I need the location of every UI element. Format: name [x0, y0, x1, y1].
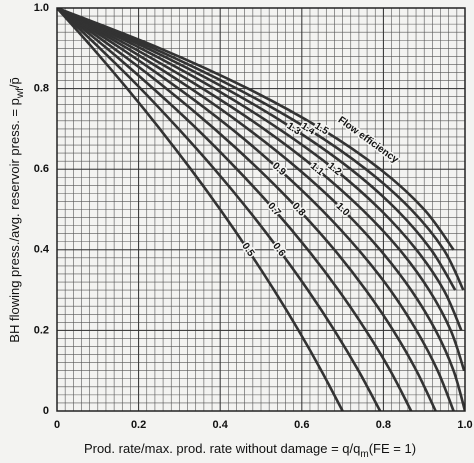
- curve: [57, 8, 455, 251]
- x-axis-title-sub: m: [360, 449, 368, 460]
- plot-frame: [56, 7, 466, 412]
- x-tick-label: 0.2: [131, 419, 146, 431]
- y-axis-title-sub: wf: [15, 88, 26, 99]
- curve: [57, 8, 382, 411]
- curve: [57, 8, 437, 411]
- x-axis-title-tail: (FE = 1): [369, 441, 416, 456]
- x-tick-label: 1.0: [457, 419, 472, 431]
- y-tick-label: 0: [43, 405, 49, 417]
- x-axis-title-main: Prod. rate/max. prod. rate without damag…: [84, 441, 360, 456]
- x-tick-label: 0.6: [294, 419, 309, 431]
- curve: [57, 8, 457, 291]
- y-tick-label: 1.0: [34, 2, 49, 14]
- grid: [56, 7, 466, 412]
- y-tick-label: 0.2: [34, 324, 49, 336]
- y-tick-label: 0.6: [34, 163, 49, 175]
- curve: [57, 8, 344, 411]
- y-axis-title: BH flowing press./avg. reservoir press. …: [7, 77, 25, 342]
- curve-label: 0.5: [239, 241, 256, 259]
- curve: [57, 8, 413, 411]
- y-tick-label: 0.4: [34, 244, 50, 256]
- x-axis-title: Prod. rate/max. prod. rate without damag…: [84, 441, 416, 459]
- y-axis-title-main: BH flowing press./avg. reservoir press. …: [7, 98, 22, 343]
- curve: [57, 8, 465, 411]
- curve: [57, 8, 463, 331]
- x-tick-label: 0: [54, 419, 60, 431]
- curve: [57, 8, 465, 291]
- curves: [57, 8, 465, 411]
- y-axis-title-tail: /p̄: [7, 77, 22, 88]
- x-tick-label: 0.8: [376, 419, 391, 431]
- y-tick-label: 0.8: [34, 83, 49, 95]
- annotation: Flow efficiency: [336, 115, 401, 166]
- curve: [57, 8, 465, 372]
- curve: [57, 8, 455, 411]
- x-tick-label: 0.4: [213, 419, 229, 431]
